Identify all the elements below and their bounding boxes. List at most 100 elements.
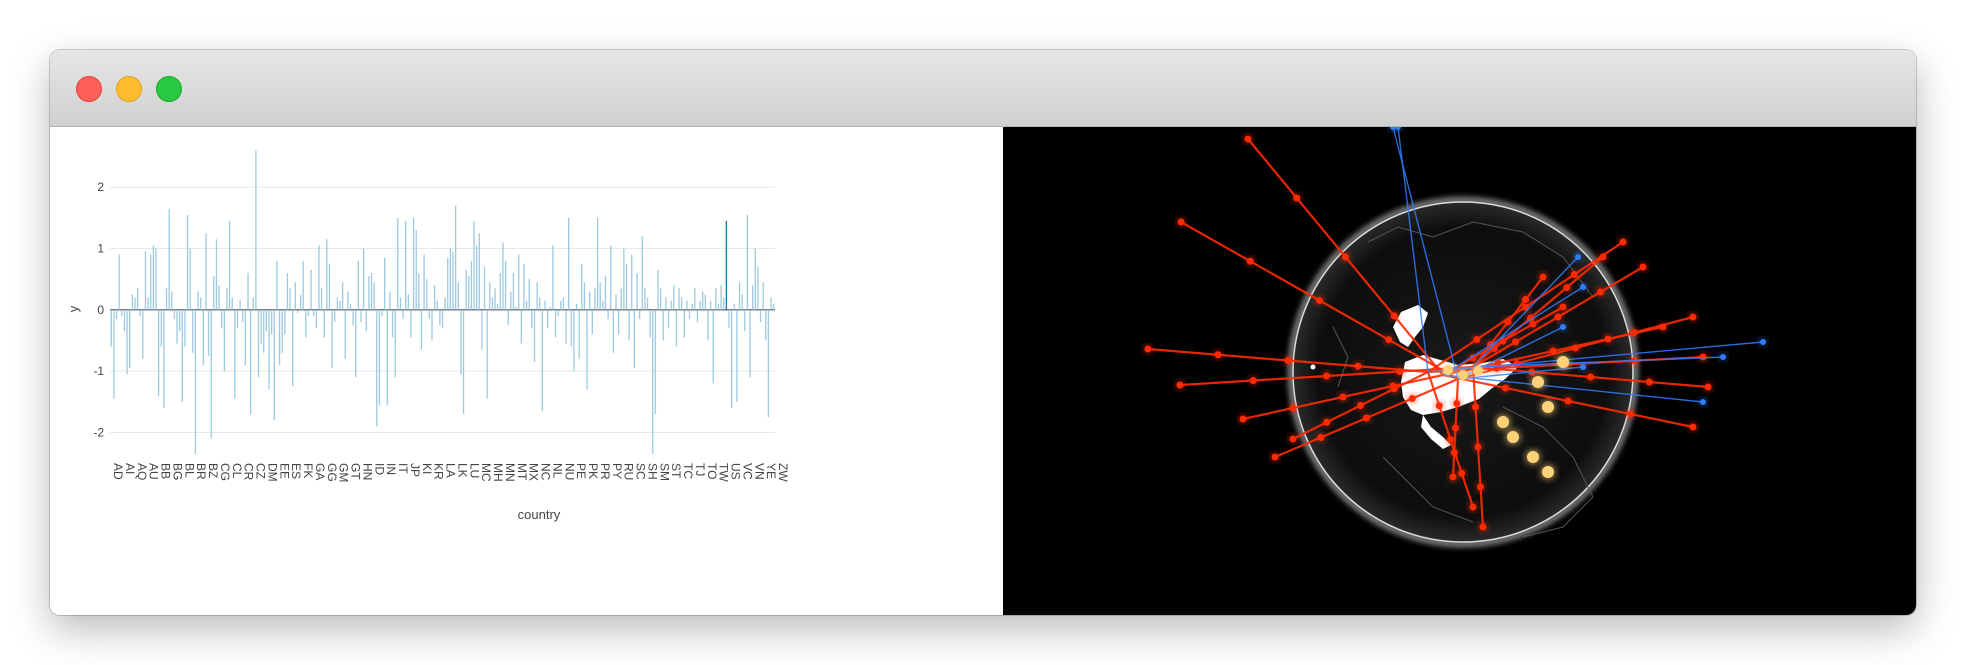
bar[interactable] — [397, 217, 399, 310]
bar[interactable] — [165, 288, 168, 310]
bar[interactable] — [420, 309, 423, 350]
bar[interactable] — [646, 297, 649, 310]
bar[interactable] — [370, 273, 373, 310]
bar[interactable] — [512, 273, 515, 310]
bar[interactable] — [612, 309, 615, 353]
bar[interactable] — [678, 288, 680, 310]
bar[interactable] — [268, 309, 270, 390]
bar[interactable] — [625, 263, 628, 310]
bar[interactable] — [531, 309, 533, 329]
bar[interactable] — [439, 309, 441, 326]
bar[interactable] — [186, 214, 189, 310]
bar[interactable] — [544, 300, 546, 310]
bar[interactable] — [568, 217, 570, 310]
bar[interactable] — [231, 297, 233, 310]
bar[interactable] — [744, 309, 746, 332]
bar[interactable] — [365, 309, 367, 332]
bar[interactable] — [289, 288, 291, 310]
bar[interactable] — [489, 282, 491, 310]
bar[interactable] — [449, 248, 452, 310]
bar[interactable] — [688, 309, 691, 320]
bar[interactable] — [252, 297, 254, 310]
bar[interactable] — [173, 309, 176, 320]
globe-visualization[interactable] — [1003, 124, 1916, 615]
bar[interactable] — [681, 297, 683, 310]
bar[interactable] — [468, 276, 470, 310]
bar[interactable] — [160, 309, 162, 347]
bar[interactable] — [462, 309, 465, 415]
bar[interactable] — [344, 309, 346, 359]
bar[interactable] — [384, 257, 386, 310]
bar[interactable] — [454, 205, 457, 310]
bar[interactable] — [305, 309, 307, 338]
bar[interactable] — [707, 309, 709, 341]
bar[interactable] — [134, 297, 136, 310]
bar[interactable] — [292, 309, 294, 387]
bar[interactable] — [712, 309, 714, 384]
bar[interactable] — [749, 309, 751, 378]
bar[interactable] — [228, 220, 231, 310]
bar[interactable] — [720, 285, 722, 310]
bar[interactable] — [205, 233, 207, 310]
bar[interactable] — [539, 297, 541, 310]
bar[interactable] — [494, 288, 496, 310]
bar[interactable] — [144, 251, 147, 310]
bar[interactable] — [223, 309, 225, 372]
bar[interactable] — [617, 309, 620, 335]
bar[interactable] — [441, 309, 444, 329]
bar[interactable] — [665, 297, 667, 310]
bar[interactable] — [759, 309, 762, 323]
bar[interactable] — [757, 266, 759, 310]
bar[interactable] — [381, 309, 383, 316]
bar[interactable] — [126, 309, 128, 375]
close-window-button[interactable] — [76, 76, 102, 102]
bar[interactable] — [334, 309, 336, 323]
bar[interactable] — [741, 294, 743, 310]
bar[interactable] — [426, 279, 428, 310]
bar[interactable] — [491, 297, 494, 310]
bar[interactable] — [575, 303, 578, 310]
bar[interactable] — [638, 309, 641, 320]
bar[interactable] — [636, 273, 638, 310]
bar[interactable] — [163, 309, 165, 408]
bar[interactable] — [447, 257, 449, 310]
bar[interactable] — [263, 309, 265, 353]
bar[interactable] — [752, 285, 754, 310]
bar[interactable] — [433, 285, 436, 310]
bar[interactable] — [129, 309, 131, 369]
bar[interactable] — [649, 309, 651, 338]
bar[interactable] — [733, 303, 735, 310]
bar[interactable] — [773, 303, 775, 310]
bar[interactable] — [147, 297, 149, 310]
bar[interactable] — [255, 150, 257, 310]
bar[interactable] — [341, 282, 344, 310]
bar[interactable] — [746, 214, 749, 310]
bar[interactable] — [654, 309, 657, 415]
bar[interactable] — [391, 309, 394, 338]
bar[interactable] — [754, 248, 756, 310]
bar[interactable] — [633, 309, 636, 369]
bar[interactable] — [184, 309, 186, 347]
bar[interactable] — [525, 300, 528, 310]
bar[interactable] — [631, 254, 633, 310]
bar[interactable] — [444, 297, 446, 310]
bar[interactable] — [412, 217, 415, 310]
bar[interactable] — [155, 248, 157, 310]
bar[interactable] — [465, 269, 467, 310]
bar[interactable] — [194, 309, 197, 454]
bar[interactable] — [192, 309, 194, 353]
bar[interactable] — [152, 245, 155, 310]
bar[interactable] — [200, 297, 202, 310]
bar[interactable] — [215, 239, 218, 310]
bar[interactable] — [415, 230, 417, 310]
bar[interactable] — [515, 306, 517, 310]
bar[interactable] — [702, 291, 704, 310]
bar[interactable] — [168, 208, 170, 310]
bar[interactable] — [476, 245, 478, 310]
bar[interactable] — [594, 288, 596, 310]
bar[interactable] — [586, 309, 588, 390]
bar[interactable] — [176, 309, 178, 344]
bar[interactable] — [310, 269, 312, 310]
bar[interactable] — [118, 254, 120, 310]
bar[interactable] — [189, 248, 191, 310]
